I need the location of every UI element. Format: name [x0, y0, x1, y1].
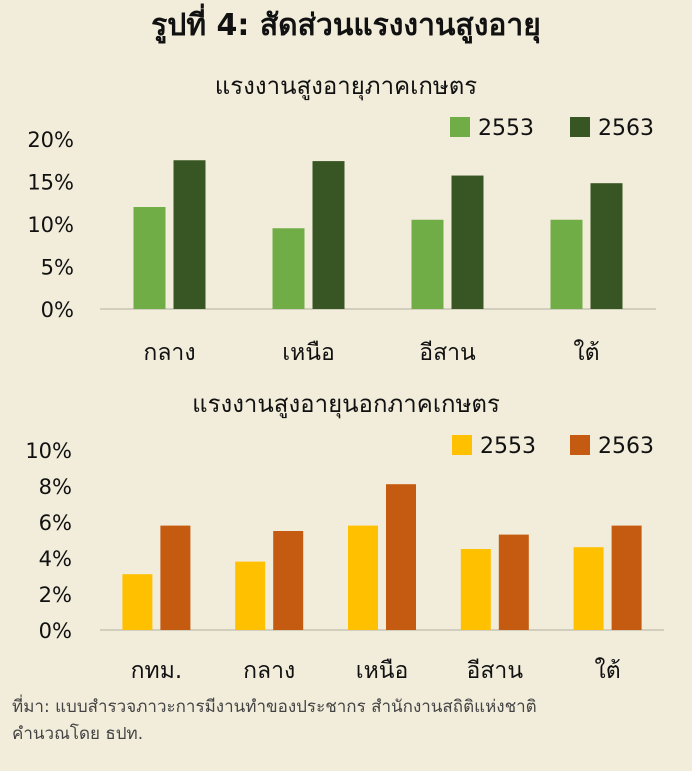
agri-ytick-label: 0%: [41, 298, 74, 322]
nonagri-bar-2553-3: [460, 549, 491, 630]
agri-category-label: อีสาน: [419, 340, 476, 366]
agri-legend-swatch-2563: [570, 117, 590, 137]
nonagri-ytick-label: 4%: [39, 547, 72, 571]
agri-bar-2563-0: [173, 160, 206, 309]
nonagri-chart: แรงงานสูงอายุนอกภาคเกษตร 2553 2563 0% 2% 4% 6%…: [25, 390, 664, 684]
nonagri-chart-panel: แรงงานสูงอายุนอกภาคเกษตร 2553 2563 0% 2% 4% 6%…: [0, 382, 692, 692]
nonagri-bar-2553-1: [235, 561, 266, 630]
nonagri-legend-swatch-2563: [570, 435, 590, 455]
agri-chart-panel: แรงงานสูงอายุภาคเกษตร 2553 2563 0% 5% 10% 15% 2…: [0, 60, 692, 380]
nonagri-ytick-label: 2%: [39, 583, 72, 607]
agri-bar-2553-1: [272, 228, 305, 309]
nonagri-ytick-label: 8%: [39, 475, 72, 499]
nonagri-chart-title: แรงงานสูงอายุนอกภาคเกษตร: [192, 390, 500, 419]
nonagri-category-label: เหนือ: [356, 658, 409, 684]
nonagri-bar-2553-0: [122, 574, 153, 630]
nonagri-bar-2563-4: [611, 525, 642, 630]
agri-bar-2563-2: [451, 175, 484, 309]
agri-bar-2553-3: [550, 219, 583, 309]
main-title: รูปที่ 4: สัดส่วนแรงงานสูงอายุ: [151, 8, 541, 43]
nonagri-bar-2553-2: [348, 525, 378, 630]
agri-legend-label-2553: 2553: [478, 116, 534, 141]
nonagri-category-label: กทม.: [131, 658, 183, 684]
agri-category-label: ใต้: [573, 339, 599, 366]
agri-category-label: กลาง: [143, 340, 195, 366]
nonagri-ytick-label: 10%: [25, 439, 72, 463]
source-note: ที่มา: แบบสำรวจภาวะการมีงานทำของประชากร …: [12, 694, 682, 748]
agri-ytick-label: 20%: [27, 128, 74, 152]
agri-legend-label-2563: 2563: [598, 116, 654, 141]
agri-chart-title: แรงงานสูงอายุภาคเกษตร: [215, 72, 477, 101]
agri-bar-2563-1: [312, 161, 345, 309]
agri-ytick-label: 5%: [41, 256, 74, 280]
agri-bar-2563-3: [590, 183, 623, 309]
nonagri-ytick-label: 0%: [39, 619, 72, 643]
nonagri-legend-label-2563: 2563: [598, 434, 654, 459]
agri-category-label: เหนือ: [282, 340, 335, 366]
nonagri-legend-swatch-2553: [452, 435, 472, 455]
nonagri-category-label: อีสาน: [467, 658, 524, 684]
agri-ytick-label: 15%: [27, 171, 74, 195]
source-line-2: คำนวณโดย ธปท.: [12, 724, 144, 744]
nonagri-bar-2553-4: [573, 547, 604, 630]
nonagri-bar-2563-0: [160, 525, 191, 630]
source-line-1: ที่มา: แบบสำรวจภาวะการมีงานทำของประชากร …: [12, 697, 537, 717]
nonagri-legend-label-2553: 2553: [480, 434, 536, 459]
nonagri-category-label: กลาง: [243, 658, 295, 684]
agri-legend-swatch-2553: [450, 117, 470, 137]
nonagri-bar-2563-3: [498, 534, 529, 630]
agri-bar-2553-0: [133, 207, 166, 309]
nonagri-category-label: ใต้: [595, 657, 621, 684]
agri-bar-2553-2: [411, 219, 444, 309]
nonagri-bar-2563-1: [273, 531, 304, 630]
agri-ytick-label: 10%: [27, 213, 74, 237]
nonagri-bar-2563-2: [386, 484, 416, 630]
nonagri-ytick-label: 6%: [39, 511, 72, 535]
